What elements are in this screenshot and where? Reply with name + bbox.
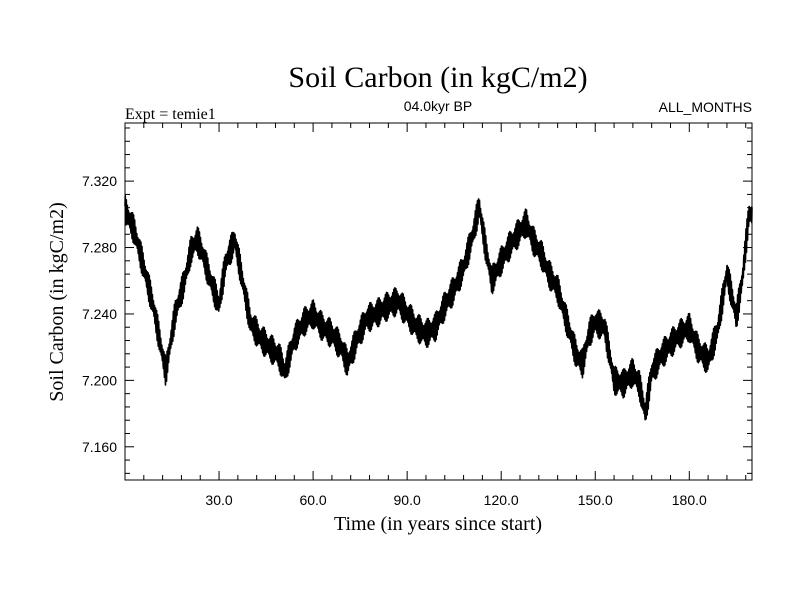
- y-tick-label: 7.280: [82, 240, 117, 256]
- x-tick-label: 90.0: [394, 492, 421, 508]
- x-tick-label: 60.0: [299, 492, 326, 508]
- plot-area: [124, 122, 753, 481]
- x-axis-ticks: 30.0 60.0 90.0 120.0 150.0 180.0: [143, 123, 747, 508]
- series-line-soil-carbon: [124, 194, 753, 421]
- chart-title: Soil Carbon (in kgC/m2): [288, 61, 587, 94]
- subtitle-left: Expt = temie1: [125, 106, 216, 123]
- y-tick-label: 7.160: [82, 439, 117, 455]
- x-tick-label: 180.0: [672, 492, 707, 508]
- x-tick-label: 30.0: [205, 492, 232, 508]
- x-tick-label: 150.0: [578, 492, 613, 508]
- y-axis-label: Soil Carbon (in kgC/m2): [46, 202, 68, 401]
- series-layer: [124, 194, 753, 421]
- x-tick-label: 120.0: [484, 492, 519, 508]
- y-tick-label: 7.200: [82, 372, 117, 388]
- y-tick-label: 7.320: [82, 173, 117, 189]
- subtitle-center: 04.0kyr BP: [404, 98, 472, 114]
- y-tick-label: 7.240: [82, 306, 117, 322]
- subtitle-right: ALL_MONTHS: [659, 99, 752, 115]
- x-axis-label: Time (in years since start): [334, 513, 542, 535]
- plot-frame: [124, 122, 753, 481]
